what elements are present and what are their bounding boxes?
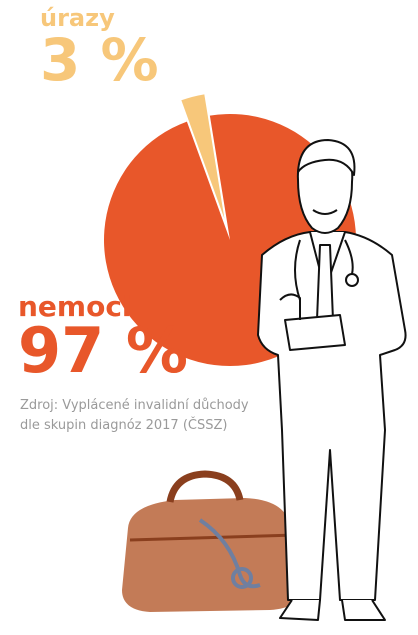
value-label: 3 % xyxy=(40,26,159,94)
bag-illustration xyxy=(122,474,300,612)
infographic: úrazy3 %nemoci97 % Zdroj: Vyplácené inva… xyxy=(0,0,418,635)
source-note: Zdroj: Vyplácené invalidní důchody dle s… xyxy=(20,396,250,436)
value-label: 97 % xyxy=(18,314,188,387)
chart: úrazy3 %nemoci97 % xyxy=(0,0,418,635)
